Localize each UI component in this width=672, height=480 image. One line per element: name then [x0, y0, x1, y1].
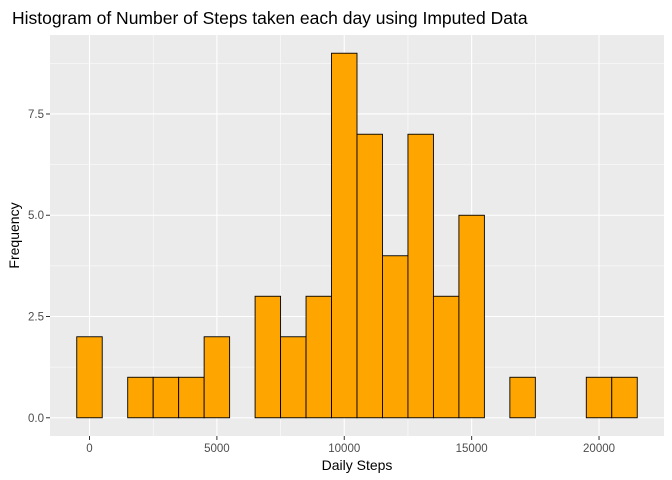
histogram-bar — [382, 255, 409, 419]
x-tick-label: 5000 — [204, 443, 230, 455]
x-tick-label: 15000 — [456, 443, 488, 455]
histogram-bar — [305, 295, 332, 419]
histogram-bar — [331, 52, 358, 419]
y-axis-ticks: 0.0 2.5 5.0 7.5 — [28, 109, 50, 425]
y-tick-label: 5.0 — [28, 210, 44, 222]
histogram-bar — [458, 214, 485, 419]
histogram-bar — [203, 336, 231, 419]
histogram-bar — [432, 295, 460, 419]
histogram-bar — [509, 376, 536, 419]
histogram-bar — [127, 376, 154, 419]
x-axis-ticks: 0 5000 10000 15000 20000 — [86, 436, 615, 455]
histogram-bar — [254, 295, 282, 419]
y-tick-label: 2.5 — [28, 312, 44, 324]
histogram-bar — [356, 133, 383, 419]
y-tick-label: 0.0 — [28, 413, 44, 425]
x-axis-title: Daily Steps — [322, 457, 393, 473]
histogram-bar — [585, 376, 613, 419]
y-axis-title: Frequency — [6, 202, 22, 268]
y-tick-label: 7.5 — [28, 109, 44, 121]
histogram-bar — [178, 376, 205, 419]
x-tick-label: 10000 — [328, 443, 360, 455]
histogram-bar — [280, 336, 307, 419]
histogram-bar — [76, 336, 103, 419]
histogram-bar — [611, 376, 638, 419]
chart-title: Histogram of Number of Steps taken each … — [12, 8, 528, 28]
bars — [76, 52, 638, 419]
histogram-bar — [407, 133, 434, 419]
histogram-bar — [152, 376, 180, 419]
x-tick-label: 0 — [86, 443, 92, 455]
x-tick-label: 20000 — [583, 443, 615, 455]
